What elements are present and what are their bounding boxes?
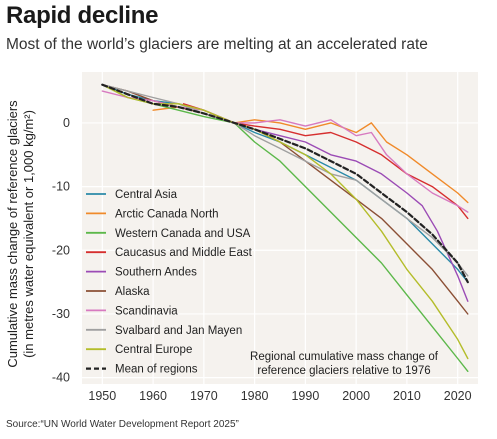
legend-label-arctic-canada-north: Arctic Canada North: [115, 208, 219, 220]
x-tick-label: 1980: [241, 389, 269, 403]
x-tick-label: 1990: [291, 389, 319, 403]
annotation-line2: reference glaciers relative to 1976: [257, 365, 430, 377]
y-tick-label: -40: [52, 371, 70, 385]
plot-background: [82, 72, 478, 384]
x-tick-label: 2000: [342, 389, 370, 403]
x-tick-label: 1960: [139, 389, 167, 403]
legend-label-central-asia: Central Asia: [115, 189, 178, 201]
x-tick-label: 2020: [444, 389, 472, 403]
source-note: Source:“UN World Water Development Repor…: [6, 419, 239, 430]
legend-label-caucasus-and-middle-east: Caucasus and Middle East: [115, 247, 253, 259]
series-line-southern-andes: [233, 122, 469, 302]
x-tick-label: 1950: [88, 389, 116, 403]
chart-title: Rapid decline: [6, 2, 159, 29]
chart-subtitle: Most of the world’s glaciers are melting…: [6, 36, 428, 53]
y-tick-label: -30: [52, 307, 70, 321]
grid: [82, 72, 478, 384]
y-axis-label-line2: (in metres water equivalent or 1,000 kg/…: [21, 110, 36, 358]
legend-label-alaska: Alaska: [115, 286, 150, 298]
legend-label-svalbard-and-jan-mayen: Svalbard and Jan Mayen: [115, 325, 242, 337]
legend-label-mean-of-regions: Mean of regions: [115, 364, 198, 376]
legend-label-central-europe: Central Europe: [115, 344, 192, 356]
legend: Central Asia Arctic Canada North Western C…: [86, 189, 253, 376]
x-tick-label: 1970: [190, 389, 218, 403]
series-line-central-europe: [101, 84, 469, 360]
series-line-scandinavia: [101, 90, 469, 213]
legend-label-western-canada-and-usa: Western Canada and USA: [115, 228, 251, 240]
legend-label-scandinavia: Scandinavia: [115, 305, 178, 317]
x-tick-label: 2010: [393, 389, 421, 403]
y-tick-label: -20: [52, 243, 70, 257]
y-tick-label: 0: [63, 116, 70, 130]
series-line-mean-of-regions: [101, 83, 469, 284]
series-lines: [101, 83, 469, 372]
annotation-line1: Regional cumulative mass change of: [250, 351, 439, 363]
series-line-svalbard-and-jan-mayen: [101, 84, 469, 277]
axes: 1950 1960 1970 1980 1990 2000 2010 2020 0 -10 -20 -…: [52, 116, 472, 403]
legend-label-southern-andes: Southern Andes: [115, 267, 197, 279]
series-line-western-canada-and-usa: [101, 84, 469, 372]
y-tick-label: -10: [52, 180, 70, 194]
y-axis-label-line1: Cumulative mass change of reference glac…: [5, 100, 20, 368]
